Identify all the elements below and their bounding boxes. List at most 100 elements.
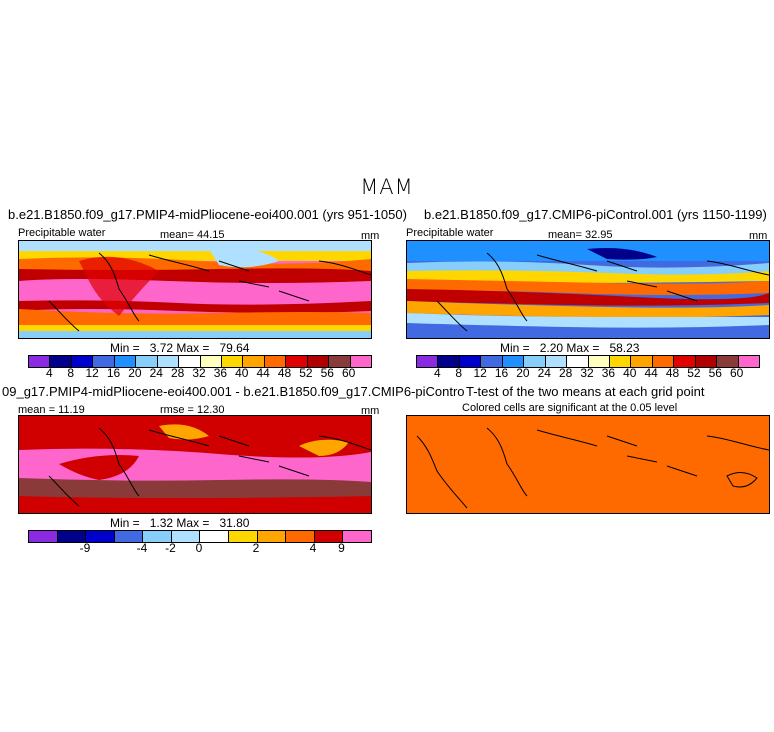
panel3-colorbar [28,530,372,543]
panel1-colorbar-tick-label: 16 [106,366,121,380]
panel3-colorbar-swatch [143,531,172,542]
panel2-colorbar-swatch [695,356,718,367]
panel2-colorbar-tick-label: 4 [434,366,441,380]
panel3-rmse: rmse = 12.30 [160,404,225,416]
panel3-title: 09_g17.PMIP4-midPliocene-eoi400.001 - b.… [2,384,464,399]
panel3-colorbar-swatch [114,531,144,542]
panel3-colorbar-tick-label: 2 [252,541,260,555]
panel3-colorbar-swatch [257,531,287,542]
panel1-colorbar-swatch [329,356,351,367]
panel1-variable: Precipitable water [18,227,106,239]
panel3-map [18,415,372,514]
panel2-colorbar-swatch [524,356,546,367]
panel3-colorbar-swatch [171,531,201,542]
panel3-colorbar-swatch [86,531,115,542]
panel3-units: mm [361,405,380,417]
panel2-map [406,240,770,339]
panel2-title: b.e21.B1850.f09_g17.CMIP6-piControl.001 … [424,207,767,222]
panel1-colorbar-swatch [50,356,72,367]
panel1-colorbar-tick-label: 8 [67,366,75,380]
panel3-colorbar-tick-label: 0 [195,541,203,555]
panel2-colorbar-swatch [674,356,696,367]
panel2-variable: Precipitable water [406,227,494,239]
panel3-colorbar-swatch [29,531,58,542]
panel2-minmax: Min = 2.20 Max = 58.23 [500,341,640,355]
panel2-colorbar-swatch [609,356,632,367]
panel1-units: mm [361,230,380,242]
panel3-colorbar-swatch [343,531,371,542]
panel1-colorbar-swatch [307,356,330,367]
panel3-colorbar-swatch [314,531,344,542]
panel1-mean: mean= 44.15 [160,229,225,241]
panel2-colorbar-tick-label: 56 [708,366,722,380]
panel1-colorbar-tick-label: 4 [46,366,53,380]
panel1-title: b.e21.B1850.f09_g17.PMIP4-midPliocene-eo… [8,207,407,222]
panel1-colorbar-swatch [221,356,244,367]
panel2-colorbar-tick-label: 20 [516,366,530,380]
panel3-colorbar-ticks: -9 -4 -2 0 2 4 9 [28,541,370,555]
panel2-colorbar-swatch [567,356,589,367]
panel2-colorbar-swatch [417,356,439,367]
panel1-colorbar-tick-label: 48 [277,366,292,380]
panel4-subtitle: Colored cells are significant at the 0.0… [462,402,678,414]
panel1-colorbar-swatch [200,356,222,367]
panel1-colorbar-swatch [350,356,371,367]
panel1-colorbar-swatch [71,356,94,367]
panel3-colorbar-swatch [286,531,315,542]
season-title: MAM [360,175,414,199]
panel3-colorbar-swatch [200,531,230,542]
panel2-colorbar-swatch [438,356,460,367]
panel1-colorbar-tick-label: 60 [341,366,356,380]
panel1-colorbar-swatch [264,356,287,367]
panel3-colorbar-tick-label: 9 [338,541,345,555]
panel2-colorbar-tick-label: 32 [580,366,594,380]
panel1-colorbar-swatch [286,356,308,367]
panel2-colorbar-tick-label: 52 [687,366,701,380]
panel3-colorbar-tick-label: -9 [79,541,91,555]
panel1-colorbar-tick-label: 36 [213,366,228,380]
panel1-colorbar-tick-label: 52 [299,366,313,380]
panel2-units: mm [749,230,768,242]
panel1-colorbar-swatch [114,356,137,367]
panel1-minmax: Min = 3.72 Max = 79.64 [110,341,250,355]
panel1-colorbar-tick-label: 24 [149,366,163,380]
panel1-colorbar-tick-label: 28 [170,366,185,380]
panel1-colorbar-swatch [179,356,201,367]
panel2-colorbar-tick-label: 28 [558,366,573,380]
panel2-colorbar-tick-label: 12 [473,366,487,380]
panel3-colorbar-tick-label: -2 [165,541,176,555]
panel3-colorbar-tick-label: 4 [309,541,317,555]
panel3-colorbar-swatch [229,531,258,542]
panel1-colorbar [28,355,372,368]
panel1-colorbar-swatch [29,356,51,367]
panel2-colorbar [416,355,760,368]
panel1-colorbar-swatch [243,356,265,367]
panel2-colorbar-tick-label: 36 [601,366,616,380]
panel3-colorbar-swatch [57,531,87,542]
panel1-colorbar-tick-label: 32 [192,366,206,380]
panel2-colorbar-swatch [717,356,739,367]
panel2-colorbar-tick-label: 60 [729,366,744,380]
panel1-colorbar-ticks: 4 8 12 16 20 24 28 32 36 40 44 48 52 56 60 [28,366,370,380]
panel2-colorbar-swatch [502,356,525,367]
panel1-map [18,240,372,339]
panel2-colorbar-tick-label: 16 [494,366,509,380]
panel2-colorbar-swatch [459,356,482,367]
panel1-colorbar-tick-label: 12 [85,366,99,380]
panel3-mean: mean = 11.19 [18,404,85,416]
panel2-colorbar-tick-label: 8 [455,366,463,380]
panel2-colorbar-tick-label: 48 [665,366,680,380]
panel1-colorbar-swatch [157,356,180,367]
panel2-mean: mean= 32.95 [548,229,613,241]
panel2-colorbar-tick-label: 24 [537,366,551,380]
panel2-colorbar-swatch [738,356,759,367]
panel2-colorbar-swatch [631,356,653,367]
panel2-colorbar-tick-label: 40 [623,366,637,380]
panel2-colorbar-ticks: 4 8 12 16 20 24 28 32 36 40 44 48 52 56 60 [416,366,758,380]
panel1-colorbar-tick-label: 20 [128,366,142,380]
panel2-colorbar-swatch [588,356,610,367]
panel3-minmax: Min = 1.32 Max = 31.80 [110,516,250,530]
panel2-colorbar-swatch [545,356,568,367]
panel1-colorbar-swatch [136,356,158,367]
panel3-colorbar-tick-label: -4 [136,541,148,555]
